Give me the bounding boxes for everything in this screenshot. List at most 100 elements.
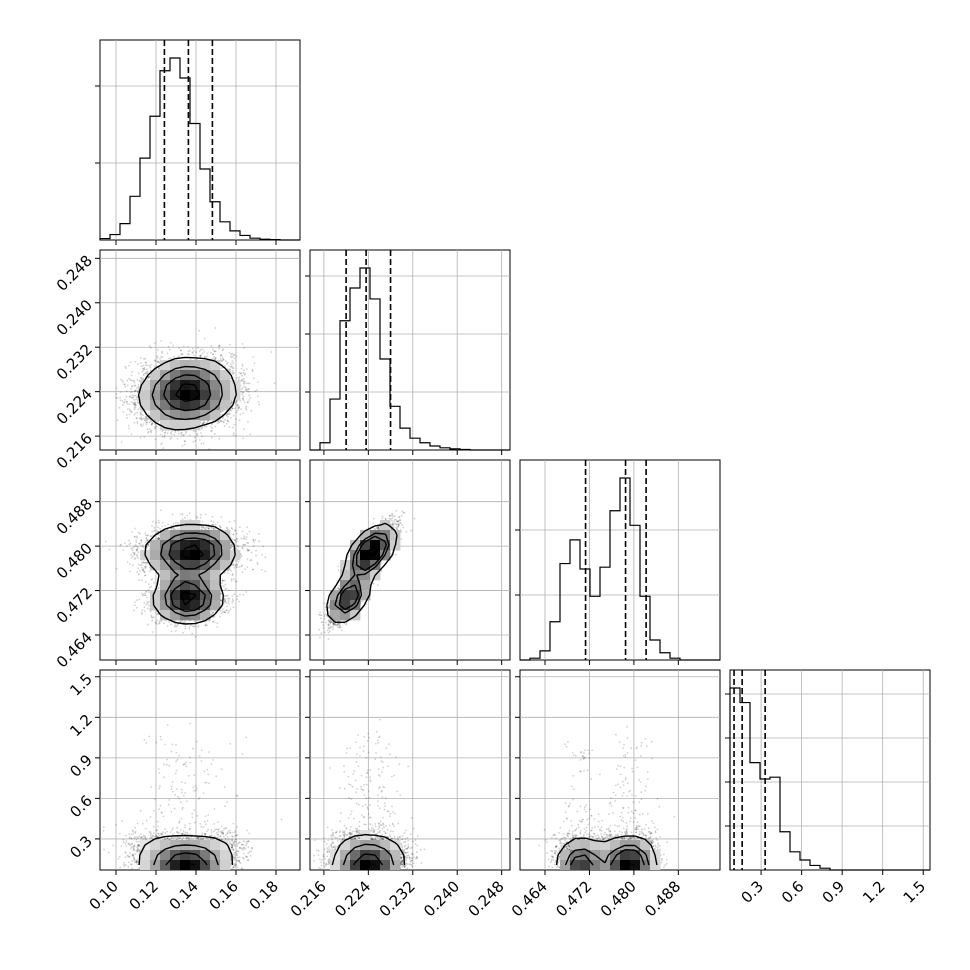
density-cell bbox=[150, 850, 161, 861]
sample-point bbox=[238, 842, 240, 845]
sample-point bbox=[381, 517, 383, 520]
sample-point bbox=[630, 810, 633, 813]
sample-point bbox=[161, 833, 164, 835]
sample-point bbox=[235, 838, 238, 841]
x-tick-label: 0.3 bbox=[737, 877, 767, 907]
sample-point bbox=[212, 611, 215, 614]
sample-point bbox=[359, 746, 361, 749]
sample-point bbox=[150, 420, 152, 423]
sample-point bbox=[135, 539, 138, 542]
sample-point bbox=[644, 789, 647, 792]
sample-point bbox=[231, 545, 234, 548]
sample-point bbox=[160, 832, 163, 835]
sample-point bbox=[127, 364, 130, 367]
sample-point bbox=[624, 834, 627, 836]
sample-point bbox=[217, 821, 220, 824]
sample-point bbox=[630, 836, 632, 839]
sample-point bbox=[327, 839, 330, 842]
sample-point bbox=[202, 792, 205, 794]
sample-point bbox=[176, 831, 179, 834]
sample-point bbox=[247, 549, 250, 552]
sample-point bbox=[393, 518, 396, 521]
sample-point bbox=[190, 836, 193, 838]
sample-point bbox=[147, 534, 150, 537]
sample-point bbox=[374, 833, 377, 836]
density-cell bbox=[150, 560, 161, 571]
sample-point bbox=[588, 833, 591, 835]
sample-point bbox=[580, 751, 583, 753]
sample-point bbox=[220, 420, 223, 423]
sample-point bbox=[406, 854, 408, 857]
sample-point bbox=[233, 864, 236, 866]
sample-point bbox=[232, 848, 235, 851]
sample-point bbox=[567, 843, 570, 846]
sample-point bbox=[130, 374, 133, 377]
sample-point bbox=[203, 421, 206, 424]
sample-point bbox=[392, 524, 394, 527]
sample-point bbox=[222, 832, 225, 834]
sample-point bbox=[135, 861, 138, 864]
sample-point bbox=[565, 845, 568, 848]
sample-point bbox=[196, 814, 199, 817]
sample-point bbox=[402, 841, 405, 844]
sample-point bbox=[583, 828, 586, 830]
sample-point bbox=[622, 784, 625, 786]
sample-point bbox=[329, 625, 332, 628]
sample-point bbox=[629, 836, 632, 839]
sample-point bbox=[154, 621, 157, 624]
sample-point bbox=[609, 837, 611, 839]
sample-point bbox=[370, 829, 372, 832]
sample-point bbox=[227, 589, 230, 592]
sample-point bbox=[241, 843, 244, 846]
density-cell bbox=[580, 860, 591, 870]
sample-point bbox=[189, 756, 191, 759]
sample-point bbox=[203, 421, 206, 424]
density-cell bbox=[180, 420, 191, 431]
sample-point bbox=[236, 404, 239, 407]
sample-point bbox=[330, 834, 332, 837]
sample-point bbox=[217, 828, 219, 831]
sample-point bbox=[556, 865, 559, 868]
sample-point bbox=[236, 563, 239, 566]
sample-point bbox=[230, 377, 232, 380]
sample-point bbox=[136, 849, 139, 852]
sample-point bbox=[324, 857, 326, 860]
sample-point bbox=[160, 340, 163, 342]
sample-point bbox=[338, 626, 341, 629]
sample-point bbox=[134, 406, 137, 409]
sample-point bbox=[326, 614, 328, 617]
sample-point bbox=[202, 442, 205, 445]
sample-point bbox=[135, 389, 137, 392]
histogram-step bbox=[310, 267, 510, 451]
sample-point bbox=[169, 623, 172, 626]
density-cell bbox=[630, 840, 641, 851]
sample-point bbox=[226, 572, 229, 574]
sample-point bbox=[135, 840, 138, 843]
density-cell bbox=[390, 850, 401, 861]
sample-point bbox=[142, 569, 145, 572]
sample-point bbox=[332, 833, 335, 835]
sample-point bbox=[375, 742, 377, 745]
sample-point bbox=[151, 530, 154, 533]
sample-point bbox=[241, 571, 244, 573]
density-cell bbox=[220, 400, 231, 411]
sample-point bbox=[224, 611, 227, 613]
sample-point bbox=[125, 395, 128, 398]
sample-point bbox=[572, 798, 574, 801]
sample-point bbox=[142, 546, 145, 548]
density-cell bbox=[380, 530, 391, 541]
sample-point bbox=[195, 740, 198, 743]
x-tick-label: 0.12 bbox=[126, 877, 162, 913]
sample-point bbox=[396, 528, 399, 531]
sample-point bbox=[170, 436, 173, 439]
x-tick-label: 0.488 bbox=[641, 877, 684, 920]
sample-point bbox=[230, 409, 232, 412]
contour-line bbox=[564, 844, 650, 866]
sample-point bbox=[179, 837, 182, 839]
sample-point bbox=[220, 831, 223, 834]
sample-point bbox=[403, 511, 406, 514]
sample-point bbox=[588, 836, 591, 839]
sample-point bbox=[172, 827, 174, 829]
sample-point bbox=[211, 515, 214, 518]
sample-point bbox=[197, 836, 199, 839]
